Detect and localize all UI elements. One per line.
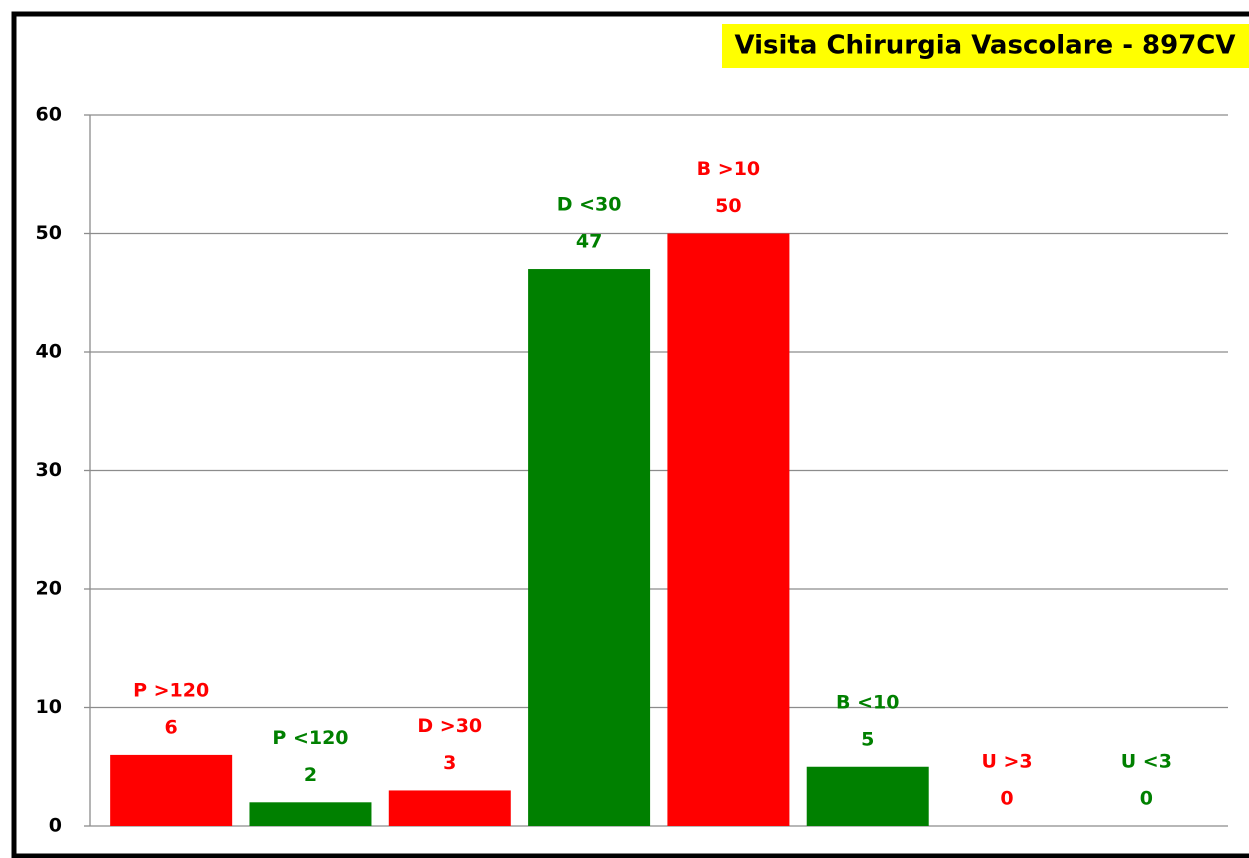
bar (388, 790, 511, 826)
value-label: 5 (861, 728, 874, 750)
bar (806, 766, 929, 826)
y-tick-label: 20 (36, 578, 62, 600)
value-label: 2 (304, 764, 317, 786)
bar (110, 754, 233, 826)
category-label: D >30 (417, 715, 482, 737)
y-tick-label: 30 (36, 459, 62, 481)
bar (667, 233, 790, 826)
value-label: 47 (576, 231, 602, 253)
y-tick-label: 40 (36, 341, 62, 363)
value-label: 6 (165, 716, 178, 738)
y-tick-label: 0 (49, 815, 62, 837)
value-label: 0 (1140, 788, 1153, 810)
category-label: U >3 (981, 751, 1032, 773)
category-label: P <120 (272, 727, 348, 749)
bar (249, 802, 372, 826)
category-label: D <30 (557, 194, 622, 216)
chart-title: Visita Chirurgia Vascolare - 897CV (734, 31, 1235, 61)
y-tick-label: 60 (36, 104, 62, 126)
y-tick-label: 10 (36, 696, 62, 718)
value-label: 0 (1000, 788, 1013, 810)
title-background (722, 24, 1249, 68)
value-label: 3 (443, 752, 456, 774)
category-label: B >10 (697, 158, 760, 180)
value-label: 50 (715, 195, 741, 217)
category-label: P >120 (133, 679, 209, 701)
category-label: B <10 (836, 691, 899, 713)
y-tick-label: 50 (36, 222, 62, 244)
category-label: U <3 (1121, 751, 1172, 773)
bar (528, 269, 651, 826)
